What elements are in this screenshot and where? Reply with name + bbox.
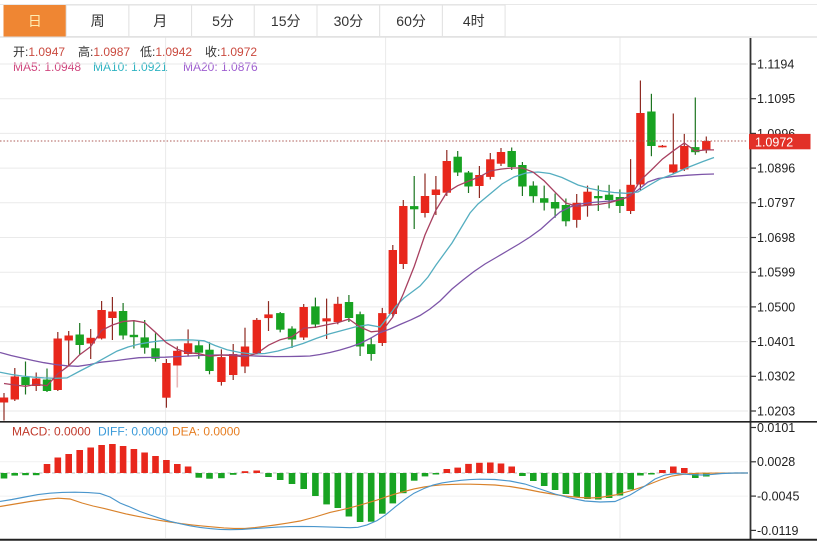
svg-text:5分: 5分 [212,13,234,29]
svg-text:1.0797: 1.0797 [757,196,795,210]
svg-text:1.0203: 1.0203 [757,404,795,418]
svg-text:1.0302: 1.0302 [757,370,795,384]
svg-text:DIFF: 0.0000: DIFF: 0.0000 [98,425,168,439]
svg-text:1.1194: 1.1194 [757,57,794,71]
svg-text:1.0698: 1.0698 [757,231,795,245]
svg-text:日: 日 [28,13,42,29]
svg-text:-0.0045: -0.0045 [757,490,799,504]
svg-text:MA20: 1.0876: MA20: 1.0876 [183,60,258,74]
svg-text:MA5: 1.0948: MA5: 1.0948 [13,60,81,74]
svg-text:60分: 60分 [396,13,426,29]
svg-text:0.0101: 0.0101 [757,421,795,435]
svg-text:MA10: 1.0921: MA10: 1.0921 [93,60,168,74]
svg-text:月: 月 [153,13,167,29]
svg-text:15分: 15分 [271,13,301,29]
svg-text:30分: 30分 [334,13,364,29]
svg-text:1.1095: 1.1095 [757,92,795,106]
svg-text:MACD: 0.0000: MACD: 0.0000 [12,425,91,439]
svg-text:周: 周 [91,13,105,29]
svg-text:高:1.0987: 高:1.0987 [78,44,130,59]
svg-text:4时: 4时 [463,13,485,29]
svg-text:0.0028: 0.0028 [757,455,795,469]
svg-text:1.0599: 1.0599 [757,266,795,280]
svg-text:低:1.0942: 低:1.0942 [140,45,192,59]
svg-text:-0.0119: -0.0119 [757,524,799,538]
svg-text:DEA: 0.0000: DEA: 0.0000 [172,425,240,439]
svg-text:1.0401: 1.0401 [757,335,795,349]
svg-text:1.0972: 1.0972 [755,135,793,149]
svg-text:1.0500: 1.0500 [757,300,795,314]
svg-text:开:1.0947: 开:1.0947 [13,45,65,59]
svg-text:收:1.0972: 收:1.0972 [205,45,257,59]
svg-text:1.0896: 1.0896 [757,162,795,176]
